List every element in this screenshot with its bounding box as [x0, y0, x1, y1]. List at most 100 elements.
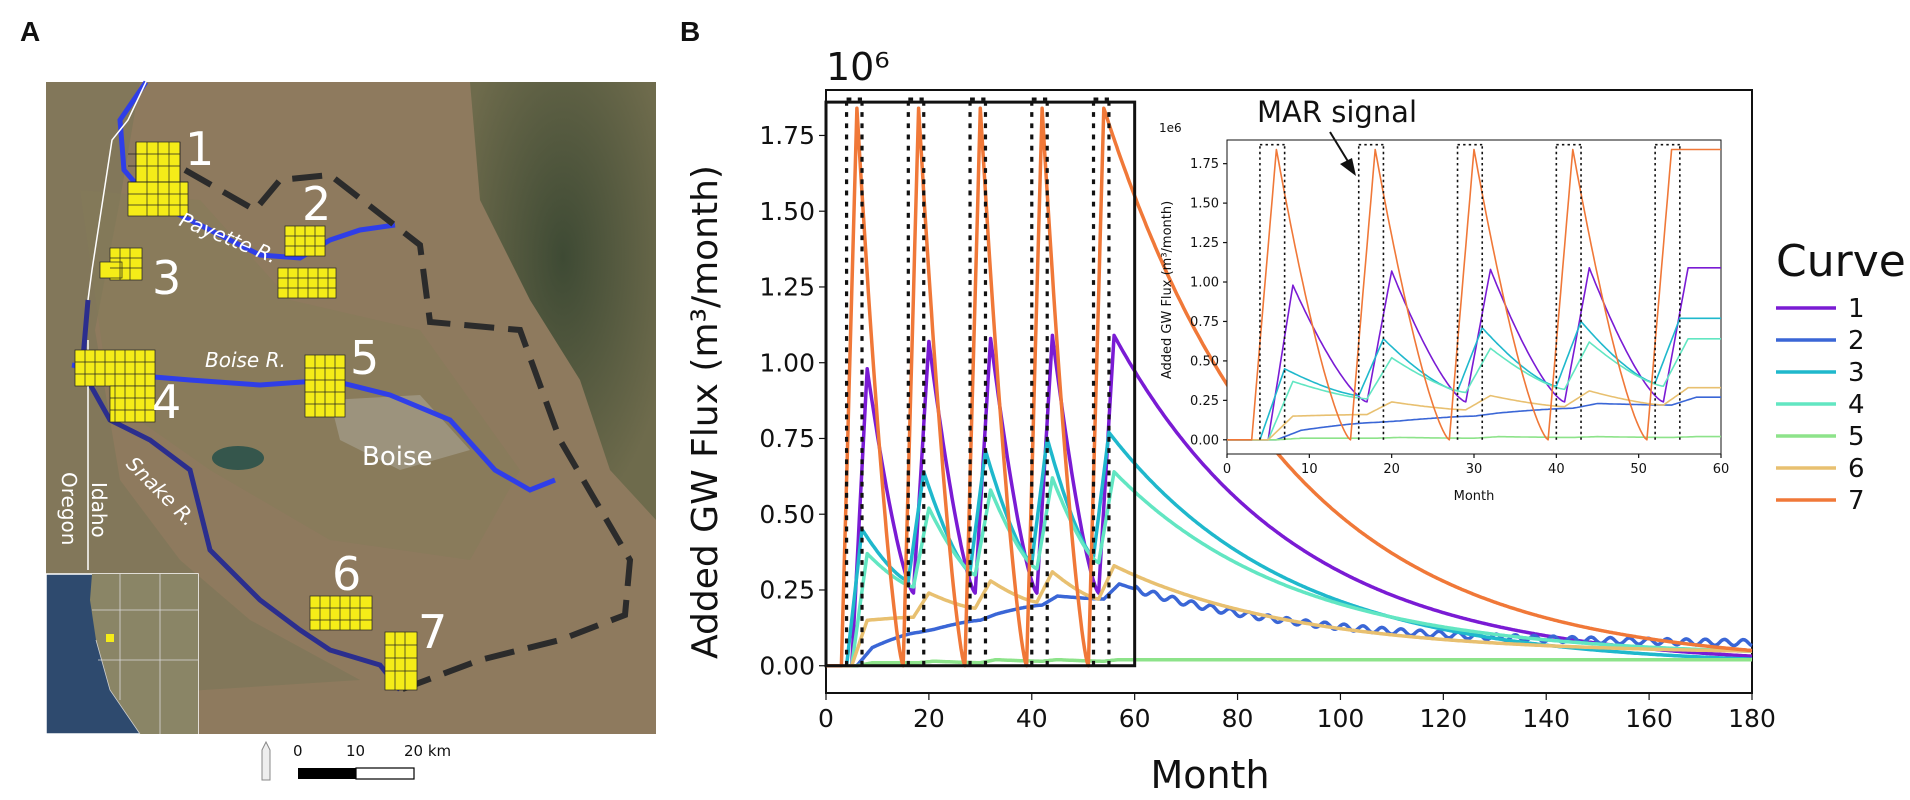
y-axis-label: Added GW Flux (m³/month) — [685, 165, 726, 659]
site-label-5: 5 — [350, 331, 379, 385]
site-label-1: 1 — [185, 122, 214, 176]
series-line-2 — [825, 582, 1753, 668]
inset-series-line-7 — [1227, 148, 1721, 441]
offset-text: 10⁶ — [826, 45, 890, 89]
legend-label-6: 6 — [1848, 454, 1865, 484]
x-tick-label: 180 — [1728, 704, 1776, 733]
x-tick-label: 160 — [1625, 704, 1673, 733]
inset-y-tick-label: 1.00 — [1190, 276, 1219, 291]
north-arrow-icon — [261, 740, 271, 781]
inset-x-tick-label: 0 — [1223, 462, 1231, 477]
legend-label-2: 2 — [1848, 326, 1865, 356]
inset-offset-text: 1e6 — [1159, 121, 1182, 135]
y-tick-label: 0.50 — [759, 500, 815, 529]
site-5-grid — [304, 354, 346, 418]
y-tick-label: 1.75 — [759, 121, 815, 150]
snake-river — [79, 299, 402, 692]
x-axis-label: Month — [1150, 753, 1269, 797]
panel-a-label: A — [20, 16, 41, 47]
inset-series-line-5 — [1227, 435, 1721, 441]
state-label-idaho: Idaho — [87, 482, 111, 538]
study-boundary — [183, 167, 634, 693]
city-label-boise: Boise — [362, 442, 433, 472]
site-6-grid — [309, 595, 373, 631]
legend-label-3: 3 — [1848, 358, 1865, 388]
y-tick-label: 0.00 — [759, 651, 815, 680]
inset-series-line-4 — [1227, 338, 1721, 441]
inset-series-line-1 — [1227, 267, 1721, 441]
inset-y-tick-label: 1.75 — [1190, 157, 1219, 172]
legend-label-5: 5 — [1848, 422, 1865, 452]
y-tick-label: 0.25 — [759, 576, 815, 605]
agricultural-land — [80, 190, 520, 560]
series-line-5 — [825, 657, 1753, 668]
legend-label-4: 4 — [1848, 390, 1865, 420]
y-tick-label: 0.75 — [759, 424, 815, 453]
x-tick-label: 100 — [1317, 704, 1365, 733]
series-line-3 — [825, 430, 1753, 668]
inset-x-tick-label: 50 — [1630, 462, 1647, 477]
river-label-boise: Boise R. — [205, 348, 286, 372]
inset-y-tick-label: 1.50 — [1190, 197, 1219, 212]
inset-y-tick-label: 0.25 — [1190, 394, 1219, 409]
x-tick-label: 140 — [1522, 704, 1570, 733]
site-7-grid — [384, 631, 418, 691]
state-border-north — [87, 81, 147, 301]
inset-y-tick-label: 1.25 — [1190, 236, 1219, 251]
site-label-4: 4 — [152, 375, 181, 429]
inset-series-line-2 — [1227, 396, 1721, 441]
scale-tick-10: 10 — [346, 742, 365, 760]
inset-y-axis-label: Added GW Flux (m³/month) — [1160, 201, 1175, 379]
scale-tick-20: 20 km — [404, 742, 451, 760]
inset-series-line-3 — [1227, 317, 1721, 441]
legend-label-7: 7 — [1848, 486, 1865, 516]
inset-y-tick-label: 0.75 — [1190, 315, 1219, 330]
inset-x-axis-label: Month — [1454, 489, 1495, 504]
inset-x-tick-label: 20 — [1383, 462, 1400, 477]
legend-title: Curve — [1776, 236, 1906, 287]
mar-signal-annotation: MAR signal — [1257, 95, 1417, 129]
y-tick-label: 1.50 — [759, 197, 815, 226]
series-line-4 — [825, 470, 1753, 668]
state-label-oregon: Oregon — [57, 472, 81, 545]
site-label-3: 3 — [152, 251, 181, 305]
x-tick-label: 80 — [1222, 704, 1254, 733]
locator-inset-map — [45, 573, 199, 735]
inset-plot-frame — [1226, 139, 1722, 455]
series-line-6 — [825, 563, 1753, 668]
locator-marker — [106, 634, 114, 642]
zoom-highlight-box — [824, 100, 1137, 668]
site-3-grid — [99, 247, 143, 281]
scale-tick-0: 0 — [293, 742, 303, 760]
inset-x-tick-label: 60 — [1713, 462, 1730, 477]
legend-label-1: 1 — [1848, 294, 1865, 324]
x-tick-label: 120 — [1419, 704, 1467, 733]
lake — [212, 446, 264, 470]
site-label-2: 2 — [302, 177, 331, 231]
study-area-map: 1 2 3 4 5 6 7 Payette R. Boise R. Snake … — [45, 80, 656, 781]
site-1-grid — [127, 141, 189, 217]
panel-b-label: B — [680, 16, 701, 47]
y-tick-label: 1.00 — [759, 348, 815, 377]
inset-x-tick-label: 30 — [1466, 462, 1483, 477]
site-2-grid — [277, 225, 337, 299]
x-tick-label: 60 — [1119, 704, 1151, 733]
series-line-7 — [825, 106, 1753, 668]
payette-river — [117, 80, 396, 261]
inset-x-tick-label: 10 — [1301, 462, 1318, 477]
site-label-7: 7 — [418, 605, 447, 659]
inset-chart: 0 10 20 30 40 50 60 0.00 0.25 0.50 0.75 1.00 1.25 1.5… — [1190, 139, 1730, 477]
x-tick-label: 40 — [1016, 704, 1048, 733]
inset-series-line-6 — [1227, 386, 1721, 441]
annotation-arrowhead-icon — [1340, 158, 1356, 176]
valley-floor — [46, 82, 360, 700]
y-tick-label: 1.25 — [759, 273, 815, 302]
inset-y-tick-label: 0.50 — [1190, 354, 1219, 369]
x-tick-label: 0 — [818, 704, 834, 733]
inset-x-tick-label: 40 — [1548, 462, 1565, 477]
boise-river — [71, 362, 556, 493]
inset-y-tick-label: 0.00 — [1190, 433, 1219, 448]
site-label-6: 6 — [332, 547, 361, 601]
